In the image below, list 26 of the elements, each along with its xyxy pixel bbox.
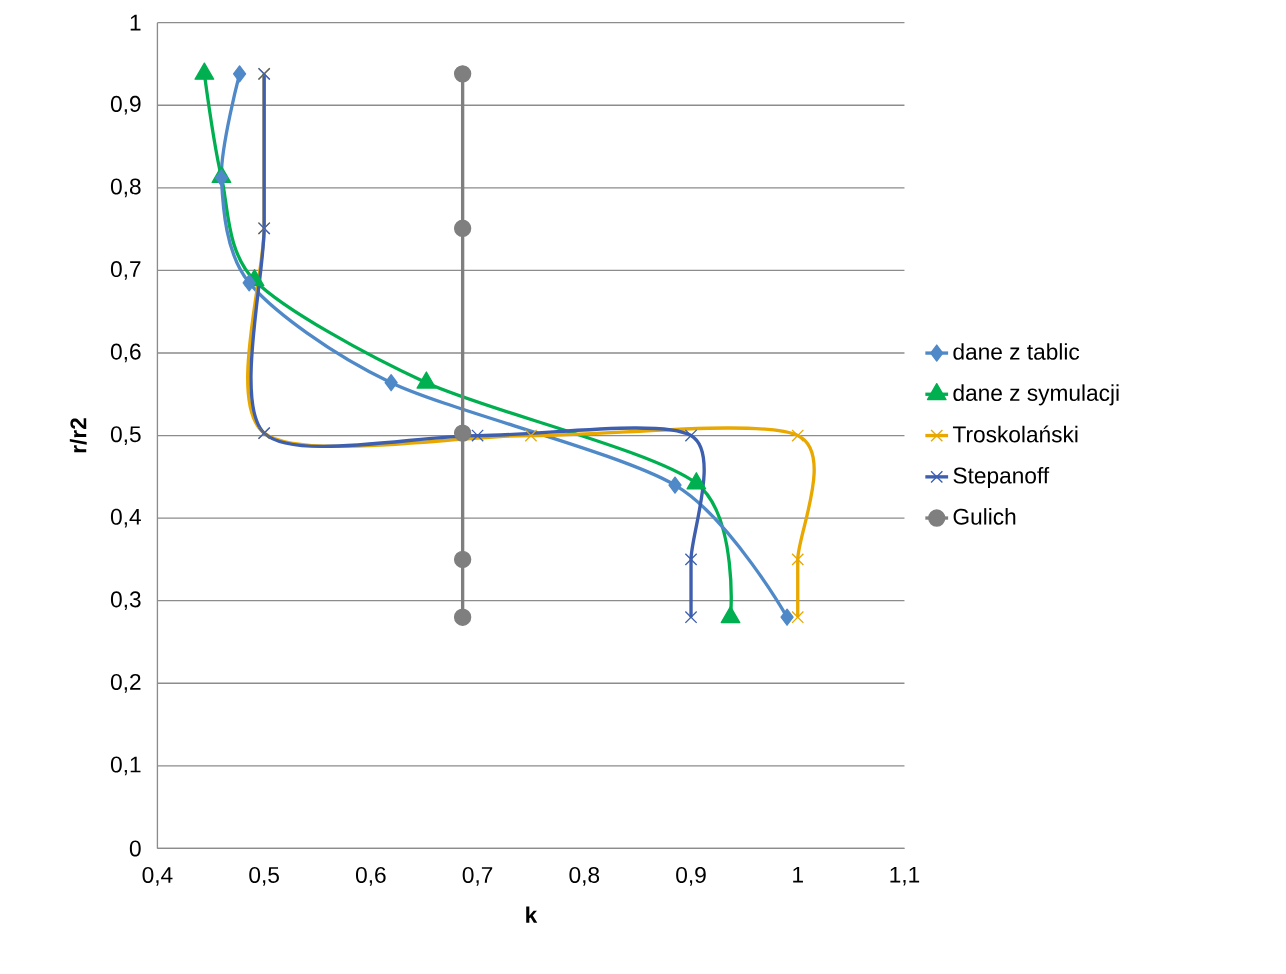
y-tick-label: 0,8 (110, 178, 141, 198)
legend-label: Gulich (953, 508, 1016, 525)
y-tick-label: 0,6 (110, 343, 141, 363)
legend-label: Stepanoff (953, 467, 1050, 489)
legend-label: dane z tablic (953, 343, 1080, 360)
y-tick-label: 0 (129, 840, 141, 857)
x-tick-label: 0,6 (355, 867, 386, 886)
x-tick-label: 0,4 (142, 867, 173, 886)
y-tick-label: 0,2 (110, 673, 141, 693)
y-tick-label: 0,9 (110, 95, 141, 115)
x-tick-label: 1,1 (890, 867, 920, 886)
x-tick-label: 0,9 (676, 867, 706, 886)
y-tick-label: 0,4 (110, 508, 141, 528)
legend-label: dane z symulacji (953, 384, 1119, 406)
x-tick-label: 1 (793, 867, 803, 883)
y-tick-label: 0,1 (110, 756, 141, 776)
x-axis-title: k (526, 906, 538, 923)
x-tick-label: 0,5 (249, 867, 279, 886)
y-tick-label: 1 (130, 14, 141, 31)
y-tick-label: 0,5 (110, 426, 141, 445)
x-tick-label: 0,8 (569, 867, 600, 886)
x-tick-label: 0,7 (462, 867, 493, 886)
legend-label: Troskolański (952, 425, 1078, 443)
y-tick-label: 0,3 (110, 591, 141, 611)
y-tick-label: 0,7 (110, 261, 141, 280)
y-axis-title: r/r2 (69, 418, 87, 453)
